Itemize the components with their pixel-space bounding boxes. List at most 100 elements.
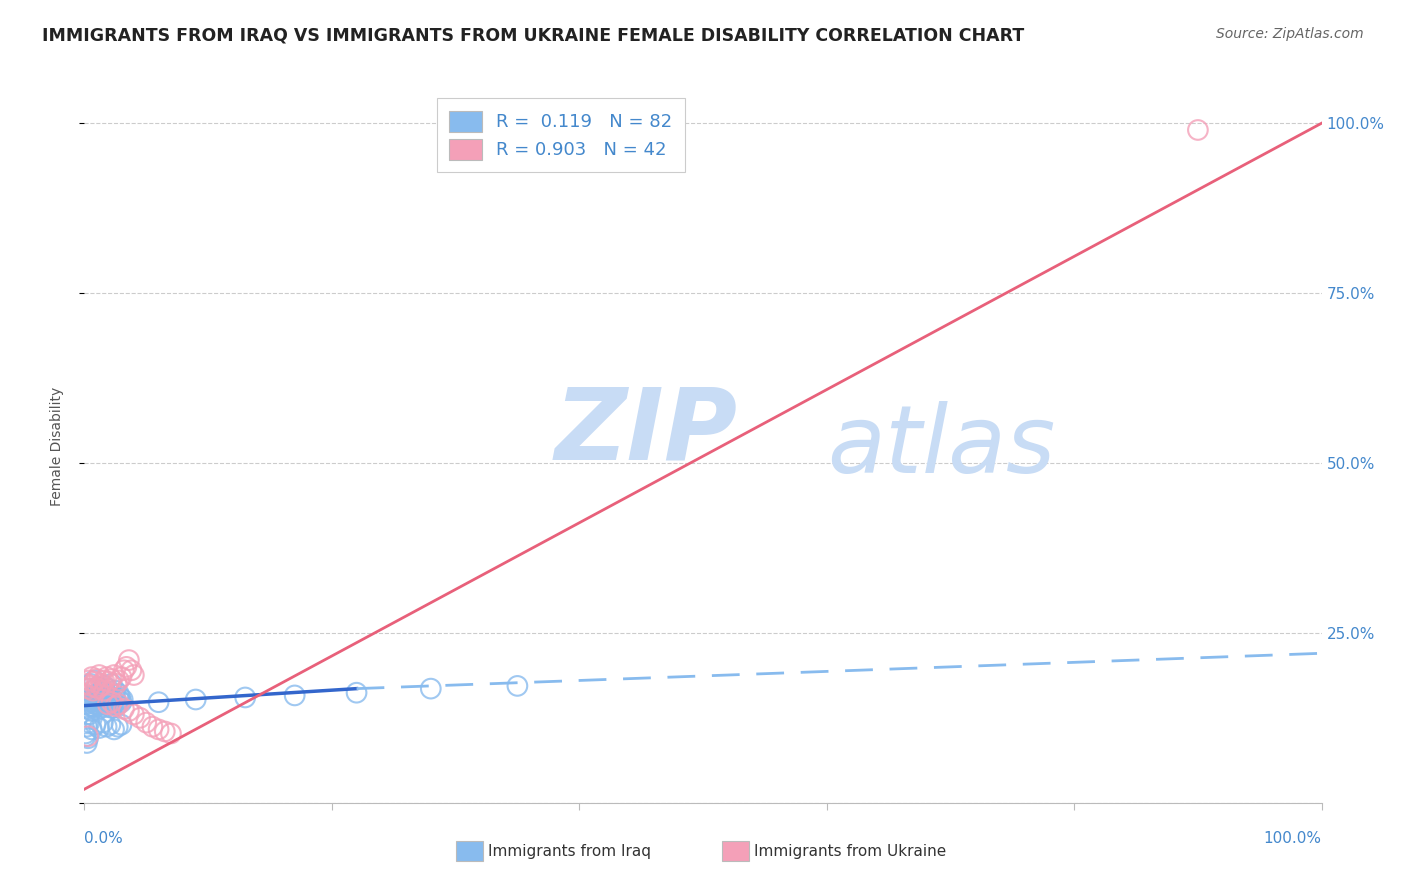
Point (79, 699, 101, 714)
Point (89, 668, 111, 682)
Point (118, 653, 141, 667)
Point (110, 695, 132, 709)
Point (108, 673, 131, 688)
Point (79, 673, 101, 688)
Point (76, 720, 98, 734)
Point (93, 673, 115, 688)
Text: Immigrants from Iraq: Immigrants from Iraq (488, 844, 651, 859)
Point (160, 726, 183, 740)
Point (96, 695, 118, 709)
Point (103, 668, 125, 682)
Point (94, 694, 117, 708)
Point (84, 690, 107, 705)
Point (91, 690, 114, 705)
Point (98, 674, 121, 689)
Point (118, 704, 141, 718)
Point (79, 695, 101, 709)
Point (77, 681, 100, 696)
Point (97, 690, 120, 705)
Legend: R =  0.119   N = 82, R = 0.903   N = 42: R = 0.119 N = 82, R = 0.903 N = 42 (436, 98, 685, 172)
Point (86, 687, 108, 701)
Point (100, 672, 122, 686)
Point (110, 670, 132, 684)
Point (100, 700, 122, 714)
Point (107, 720, 129, 734)
Point (86, 698, 108, 712)
Point (98, 717, 121, 731)
Point (148, 723, 170, 737)
Point (153, 724, 176, 739)
Point (93, 698, 115, 712)
Point (77, 729, 100, 743)
Point (79, 707, 101, 722)
Point (76, 736, 98, 750)
Point (105, 677, 128, 691)
Point (98, 692, 121, 706)
Point (77, 702, 100, 716)
Point (79, 679, 101, 693)
Point (93, 692, 115, 706)
Point (103, 723, 125, 737)
Point (94, 694, 117, 708)
Point (86, 672, 108, 686)
Point (89, 690, 111, 705)
Point (90, 677, 112, 691)
Point (346, 686, 368, 700)
Point (87, 687, 110, 701)
Point (83, 674, 105, 689)
Point (100, 695, 122, 709)
Point (79, 677, 101, 691)
Point (76, 698, 98, 712)
Point (100, 677, 122, 691)
Point (87, 681, 110, 696)
Point (80, 692, 103, 706)
Point (79, 715, 101, 730)
Point (89, 699, 111, 714)
Point (82, 699, 104, 714)
Point (107, 698, 129, 712)
Point (284, 689, 307, 703)
Point (93, 679, 115, 693)
Text: 100.0%: 100.0% (1264, 831, 1322, 847)
Point (75, 726, 97, 740)
Point (83, 700, 105, 714)
Point (105, 695, 128, 709)
Point (108, 692, 131, 706)
Text: atlas: atlas (827, 401, 1054, 491)
Point (89, 695, 111, 709)
Point (86, 680, 108, 694)
Point (97, 681, 120, 696)
Point (141, 720, 163, 734)
Point (83, 673, 105, 688)
Point (80, 704, 103, 718)
Text: 0.0%: 0.0% (84, 831, 124, 847)
FancyBboxPatch shape (721, 841, 749, 862)
Point (91, 698, 114, 712)
Point (135, 715, 157, 730)
Point (76, 677, 98, 691)
Point (122, 707, 145, 722)
Point (90, 694, 112, 708)
Point (83, 689, 105, 703)
Point (96, 695, 118, 709)
Point (419, 681, 441, 696)
Point (96, 670, 118, 684)
Point (112, 702, 135, 716)
Point (96, 720, 118, 734)
Point (90, 695, 112, 709)
Point (82, 695, 104, 709)
Point (129, 711, 152, 725)
Point (80, 723, 103, 737)
Point (98, 695, 121, 709)
Point (112, 663, 135, 677)
Point (184, 692, 207, 706)
Point (89, 679, 111, 693)
Text: Source: ZipAtlas.com: Source: ZipAtlas.com (1216, 27, 1364, 41)
Text: Immigrants from Ukraine: Immigrants from Ukraine (754, 844, 946, 859)
Point (122, 668, 145, 682)
FancyBboxPatch shape (456, 841, 482, 862)
Point (103, 694, 125, 708)
Point (97, 698, 120, 712)
Text: IMMIGRANTS FROM IRAQ VS IMMIGRANTS FROM UKRAINE FEMALE DISABILITY CORRELATION CH: IMMIGRANTS FROM IRAQ VS IMMIGRANTS FROM … (42, 27, 1025, 45)
Point (108, 698, 131, 712)
